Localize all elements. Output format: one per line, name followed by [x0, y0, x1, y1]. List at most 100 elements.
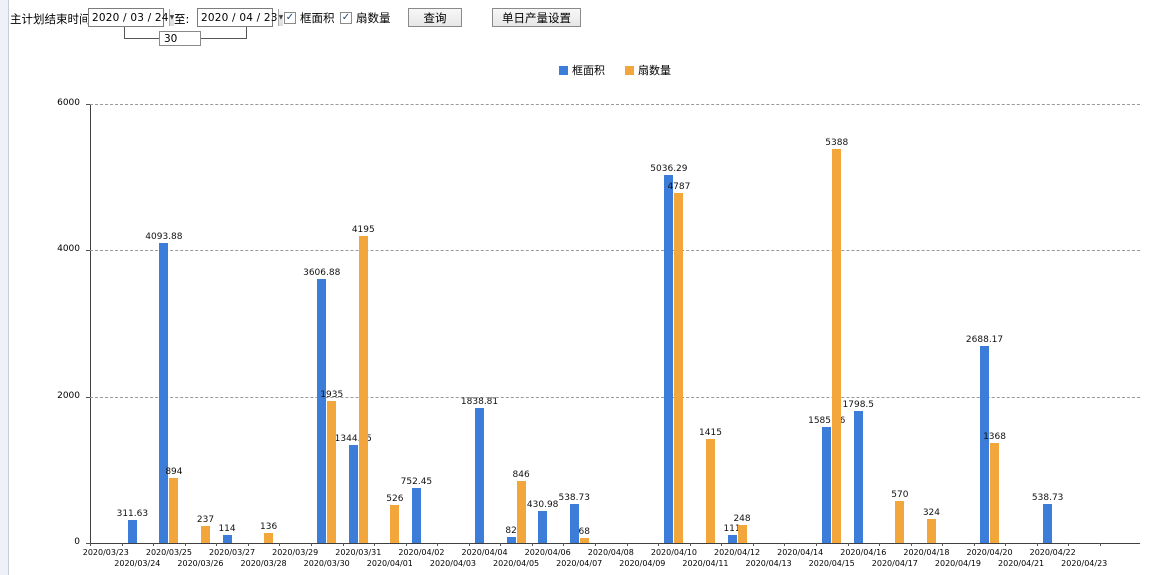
x-axis-tick — [184, 543, 186, 546]
bar-扇数量-2020/03/30 — [327, 401, 337, 543]
x-axis-tick — [910, 543, 912, 546]
legend-item-fan-count: 扇数量 — [625, 62, 671, 78]
date-from-picker[interactable]: 2020 / 03 / 24 ▼ — [88, 8, 175, 27]
legend-swatch-fan-count — [625, 65, 634, 75]
x-axis-tick — [658, 543, 660, 546]
y-axis-labels: 0 2000 4000 6000 — [0, 98, 84, 547]
bar-value-label: 324 — [922, 508, 940, 519]
x-axis-tick — [279, 543, 281, 546]
bar-框面积-2020/04/15 — [822, 426, 832, 543]
x-axis-tick-label: 2020/04/09 — [619, 559, 666, 568]
bar-扇数量-2020/04/10 — [674, 192, 684, 543]
range-connector-line — [124, 38, 159, 39]
date-to-value[interactable]: 2020 / 04 / 23 — [201, 11, 278, 24]
x-axis-tick — [500, 543, 502, 546]
x-axis-tick-label: 2020/03/31 — [335, 548, 382, 557]
bar-扇数量-2020/03/31 — [358, 236, 368, 543]
legend-swatch-frame-area — [559, 65, 568, 75]
x-axis-tick — [468, 543, 470, 546]
x-axis-tick — [121, 543, 123, 546]
x-axis-tick-label: 2020/03/26 — [177, 559, 224, 568]
y-axis-line — [90, 104, 91, 544]
chevron-down-icon[interactable]: ▼ — [277, 9, 284, 26]
x-axis-tick-label: 2020/04/23 — [1061, 559, 1108, 568]
x-axis-line — [90, 543, 1140, 544]
x-axis-tick — [247, 543, 249, 546]
fan-count-checkbox[interactable]: ✓ 扇数量 — [340, 10, 391, 26]
gridline — [90, 250, 1140, 252]
bar-框面积-2020/03/24 — [127, 520, 137, 543]
bar-扇数量-2020/04/18 — [926, 519, 936, 543]
bar-value-label: 237 — [196, 514, 215, 525]
chart-plot-area: 2020/03/23 2020/03/24 2020/03/25 2020/03/26… — [83, 104, 1140, 568]
bar-value-label: 5036.29 — [650, 163, 688, 174]
date-to-picker[interactable]: 2020 / 04 / 23 ▼ — [197, 8, 284, 27]
x-axis-tick-label: 2020/03/29 — [272, 548, 319, 557]
x-axis-tick-label: 2020/03/23 — [82, 548, 129, 557]
x-axis-tick — [942, 543, 944, 546]
bar-value-label: 894 — [165, 466, 183, 477]
chevron-down-icon[interactable]: ▼ — [168, 9, 175, 26]
bar-value-label: 82 — [505, 526, 517, 536]
bar-框面积-2020/03/25 — [159, 243, 169, 543]
x-axis-tick-label: 2020/03/28 — [240, 559, 287, 568]
plan-end-time-label: 主计划结束时间: — [10, 12, 95, 26]
x-axis-tick — [879, 543, 881, 546]
x-axis-tick-label: 2020/04/05 — [493, 559, 540, 568]
bar-value-label: 2688.17 — [965, 335, 1004, 346]
x-axis-tick-label: 2020/04/22 — [1029, 548, 1076, 557]
frame-area-checkbox[interactable]: ✓ 框面积 — [284, 10, 335, 26]
query-button[interactable]: 查询 — [408, 8, 462, 27]
bar-框面积-2020/03/27 — [222, 534, 232, 543]
x-axis-tick-label: 2020/04/17 — [871, 559, 918, 568]
x-axis-tick-label: 2020/04/21 — [998, 559, 1045, 568]
x-axis-tick-label: 2020/04/11 — [682, 559, 729, 568]
bar-框面积-2020/04/02 — [411, 487, 421, 543]
left-splitter[interactable] — [0, 0, 9, 575]
x-axis-tick — [437, 543, 439, 546]
daily-output-settings-button[interactable]: 单日产量设置 — [492, 8, 581, 27]
bar-value-label: 5388 — [825, 137, 849, 148]
bar-value-label: 430.98 — [526, 500, 559, 511]
x-axis-tick-label: 2020/04/14 — [777, 548, 824, 557]
bar-扇数量-2020/04/05 — [516, 481, 526, 543]
bar-扇数量-2020/04/12 — [737, 524, 747, 543]
check-icon[interactable]: ✓ — [284, 12, 296, 24]
bar-value-label: 570 — [891, 490, 909, 501]
x-axis-tick-label: 2020/04/18 — [903, 548, 950, 557]
bar-value-label: 4093.88 — [145, 232, 183, 243]
bar-框面积-2020/04/04 — [475, 408, 485, 543]
bar-框面积-2020/04/22 — [1043, 503, 1053, 543]
x-axis-tick-label: 2020/04/03 — [429, 559, 477, 568]
gridline — [90, 396, 1140, 398]
x-axis-tick-label: 2020/04/06 — [524, 548, 571, 557]
y-axis-tick-label: 2000 — [57, 390, 80, 401]
x-axis-tick — [153, 543, 155, 546]
bar-扇数量-2020/04/07 — [579, 538, 589, 543]
bar-扇数量-2020/03/26 — [200, 525, 210, 543]
bar-value-label: 111 — [723, 523, 741, 534]
bar-框面积-2020/04/07 — [569, 503, 579, 543]
legend-item-frame-area: 框面积 — [559, 62, 605, 78]
bar-value-label: 4787 — [667, 181, 691, 192]
range-connector-line — [201, 38, 246, 39]
date-from-value[interactable]: 2020 / 03 / 24 — [92, 11, 169, 24]
x-axis-tick-label: 2020/03/25 — [145, 548, 192, 557]
check-icon[interactable]: ✓ — [340, 12, 352, 24]
x-axis-tick — [90, 543, 91, 546]
x-axis-tick-label: 2020/04/08 — [587, 548, 634, 557]
x-axis-tick-label: 2020/04/10 — [650, 548, 697, 557]
bar-框面积-2020/03/31 — [348, 444, 358, 543]
bar-value-label: 752.45 — [400, 476, 433, 487]
range-days-input[interactable]: 30 — [159, 31, 201, 46]
x-axis-tick-label: 2020/04/15 — [808, 559, 855, 568]
bar-框面积-2020/04/06 — [538, 511, 548, 543]
bar-框面积-2020/03/30 — [317, 279, 327, 543]
x-axis-tick-label: 2020/04/01 — [366, 559, 413, 568]
to-label: 至: — [174, 12, 190, 26]
y-axis-tick — [86, 250, 90, 252]
y-axis-tick-label: 4000 — [57, 244, 80, 255]
x-axis-tick-label: 2020/04/19 — [934, 559, 982, 568]
bar-value-label: 846 — [512, 470, 530, 481]
